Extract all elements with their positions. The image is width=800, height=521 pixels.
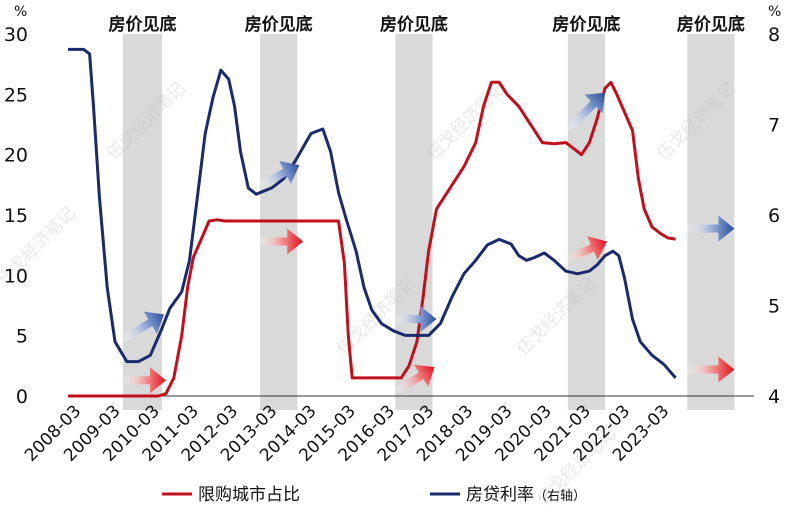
trend-arrows bbox=[120, 92, 735, 395]
red-arrow-icon-3 bbox=[258, 228, 304, 255]
right-tick-2: 6 bbox=[768, 205, 780, 227]
series-lines bbox=[68, 47, 677, 398]
left-tick-1: 5 bbox=[16, 326, 28, 348]
right-axis-unit: % bbox=[768, 4, 781, 20]
right-tick-0: 4 bbox=[768, 386, 780, 408]
blue-arrow-icon-0 bbox=[120, 311, 165, 343]
left-tick-6: 30 bbox=[4, 24, 28, 46]
right-tick-3: 7 bbox=[768, 115, 780, 137]
blue-arrow-icon-8 bbox=[687, 215, 735, 242]
watermark-1: 伍戈经济笔记 bbox=[423, 78, 509, 164]
legend-suffix-1: （右轴） bbox=[534, 489, 586, 504]
series-line-1 bbox=[68, 47, 677, 379]
band-label-4: 房价见底 bbox=[677, 14, 745, 35]
left-tick-0: 0 bbox=[16, 386, 28, 408]
red-arrow-icon-7 bbox=[564, 236, 608, 264]
right-tick-4: 8 bbox=[768, 24, 780, 46]
blue-arrow-icon-4 bbox=[395, 306, 437, 333]
red-arrow-icon-5 bbox=[395, 364, 435, 395]
left-tick-4: 20 bbox=[4, 145, 28, 167]
left-tick-5: 25 bbox=[4, 84, 28, 106]
right-tick-1: 5 bbox=[768, 296, 780, 318]
series-line-0 bbox=[68, 80, 676, 398]
band-label-1: 房价见底 bbox=[245, 14, 313, 35]
bottom-band-3 bbox=[567, 34, 606, 410]
red-arrow-icon-1 bbox=[122, 367, 166, 394]
left-axis-unit: % bbox=[14, 4, 27, 20]
legend-label-0: 限购城市占比 bbox=[198, 485, 300, 505]
left-tick-2: 10 bbox=[4, 265, 28, 287]
left-tick-3: 15 bbox=[4, 205, 28, 227]
blue-arrow-icon-2 bbox=[258, 160, 300, 189]
bottom-band-0 bbox=[122, 34, 163, 410]
band-label-3: 房价见底 bbox=[552, 14, 620, 35]
band-labels: 房价见底 房价见底 房价见底 房价见底 房价见底 bbox=[108, 14, 744, 35]
legend: 限购城市占比 房贷利率（右轴） bbox=[162, 485, 586, 505]
band-label-0: 房价见底 bbox=[108, 14, 176, 35]
red-arrow-icon-9 bbox=[687, 356, 735, 383]
legend-label-1: 房贷利率（右轴） bbox=[466, 485, 586, 505]
band-label-2: 房价见底 bbox=[380, 14, 448, 35]
blue-arrow-icon-6 bbox=[565, 92, 606, 132]
bottom-band-4 bbox=[687, 34, 735, 410]
